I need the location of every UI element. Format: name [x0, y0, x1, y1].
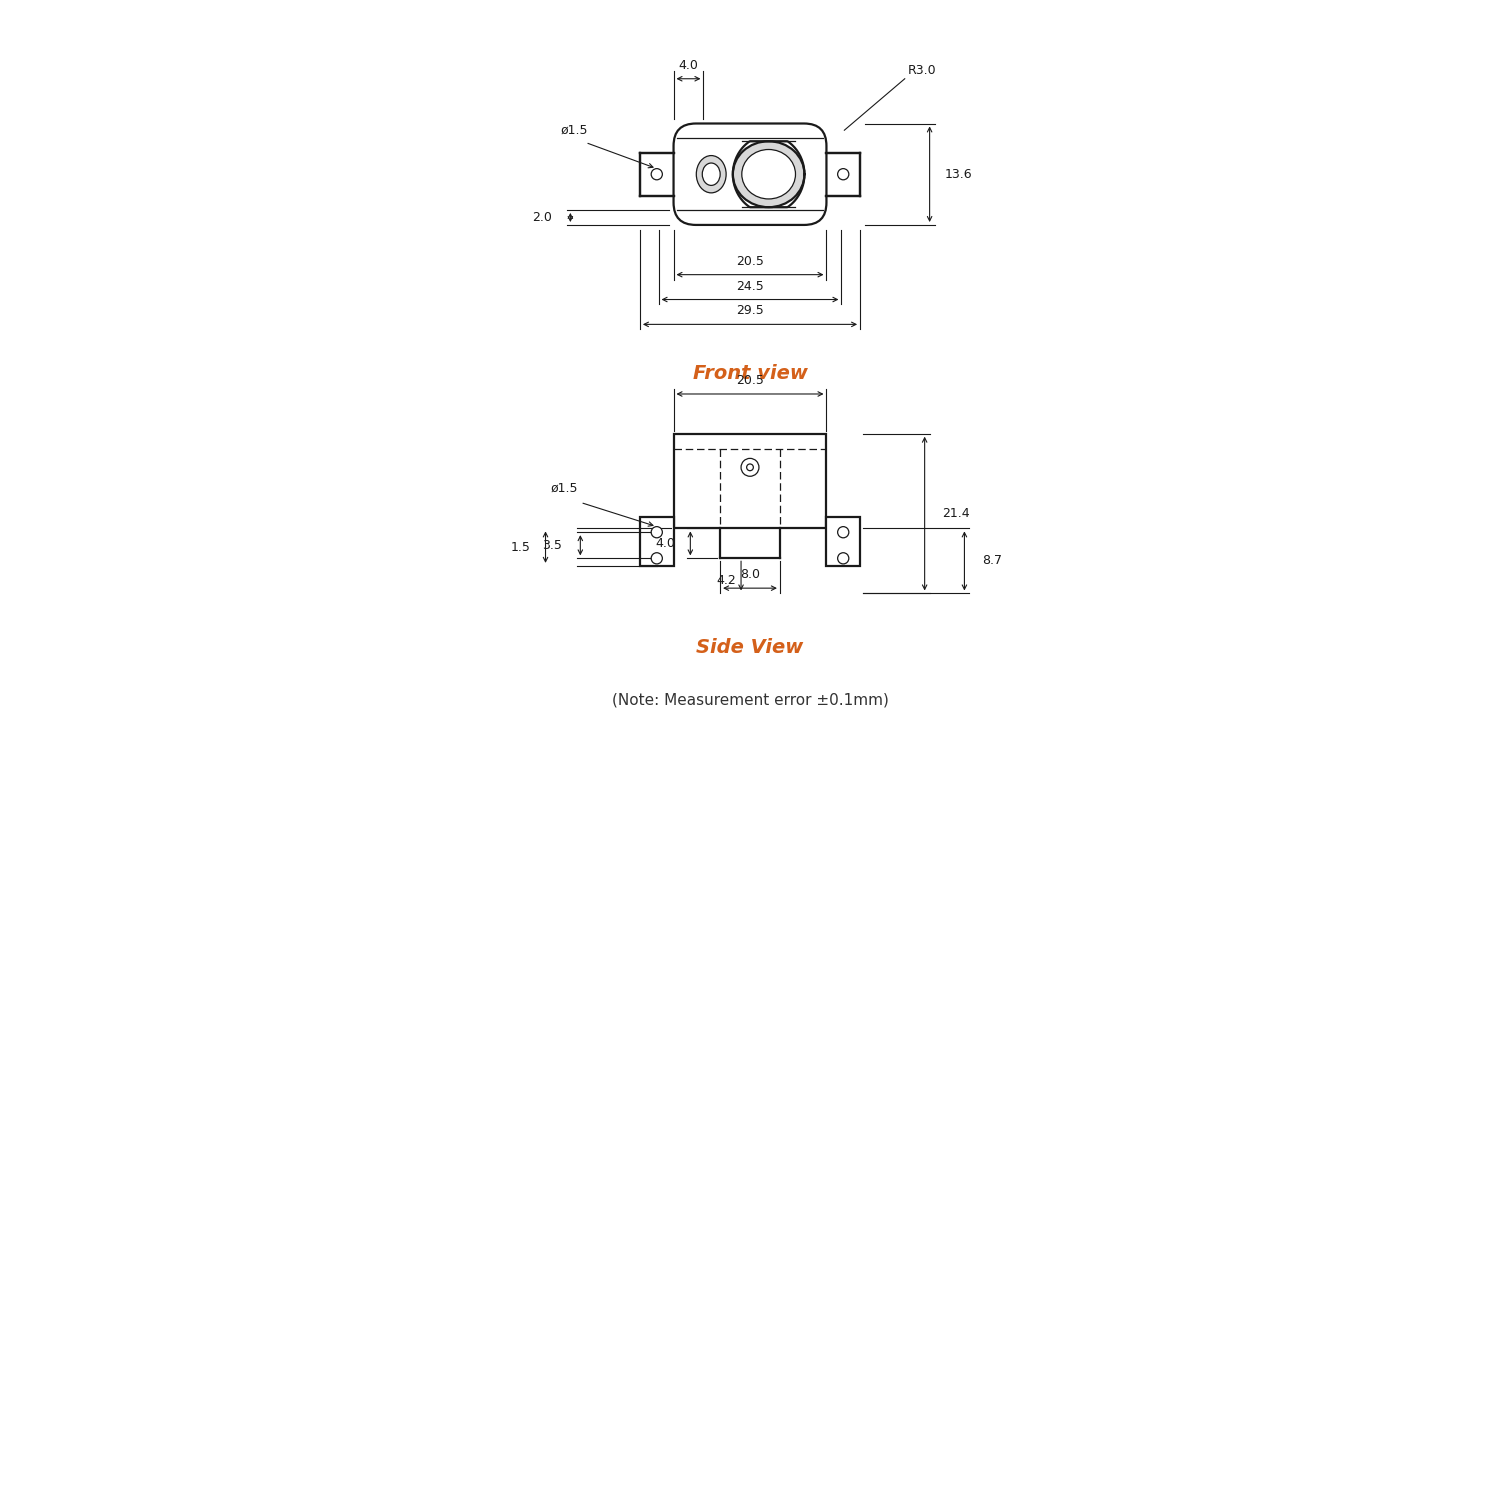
Ellipse shape	[734, 141, 804, 207]
Ellipse shape	[742, 150, 795, 200]
Text: Side View: Side View	[696, 638, 804, 657]
Text: 3.5: 3.5	[543, 538, 562, 552]
Text: (Note: Measurement error ±0.1mm): (Note: Measurement error ±0.1mm)	[612, 693, 888, 708]
Circle shape	[651, 168, 663, 180]
Text: 21.4: 21.4	[942, 507, 970, 520]
Bar	[827, 518, 860, 566]
Text: 8.7: 8.7	[982, 555, 1002, 567]
Text: Front view: Front view	[693, 364, 807, 382]
Text: 8.0: 8.0	[740, 568, 760, 580]
Text: 1.5: 1.5	[510, 540, 531, 554]
Circle shape	[837, 552, 849, 564]
Bar	[640, 518, 674, 566]
Text: 29.5: 29.5	[736, 304, 764, 318]
FancyBboxPatch shape	[674, 123, 826, 225]
Circle shape	[651, 552, 663, 564]
Circle shape	[747, 464, 753, 471]
Text: 13.6: 13.6	[945, 168, 972, 180]
Text: ø1.5: ø1.5	[550, 482, 578, 495]
Text: 2.0: 2.0	[532, 211, 552, 223]
Circle shape	[837, 168, 849, 180]
Bar	[674, 433, 826, 528]
Text: 4.0: 4.0	[678, 58, 699, 72]
Text: 4.2: 4.2	[717, 574, 736, 588]
Circle shape	[741, 459, 759, 477]
Text: ø1.5: ø1.5	[561, 123, 588, 136]
Text: 4.0: 4.0	[656, 537, 675, 550]
Ellipse shape	[696, 156, 726, 194]
Text: 20.5: 20.5	[736, 374, 764, 387]
Circle shape	[651, 526, 663, 538]
Ellipse shape	[702, 164, 720, 186]
Text: 20.5: 20.5	[736, 255, 764, 267]
Text: R3.0: R3.0	[908, 64, 936, 76]
Circle shape	[837, 526, 849, 538]
Bar	[640, 153, 674, 197]
Text: 24.5: 24.5	[736, 279, 764, 292]
Bar	[827, 153, 860, 197]
